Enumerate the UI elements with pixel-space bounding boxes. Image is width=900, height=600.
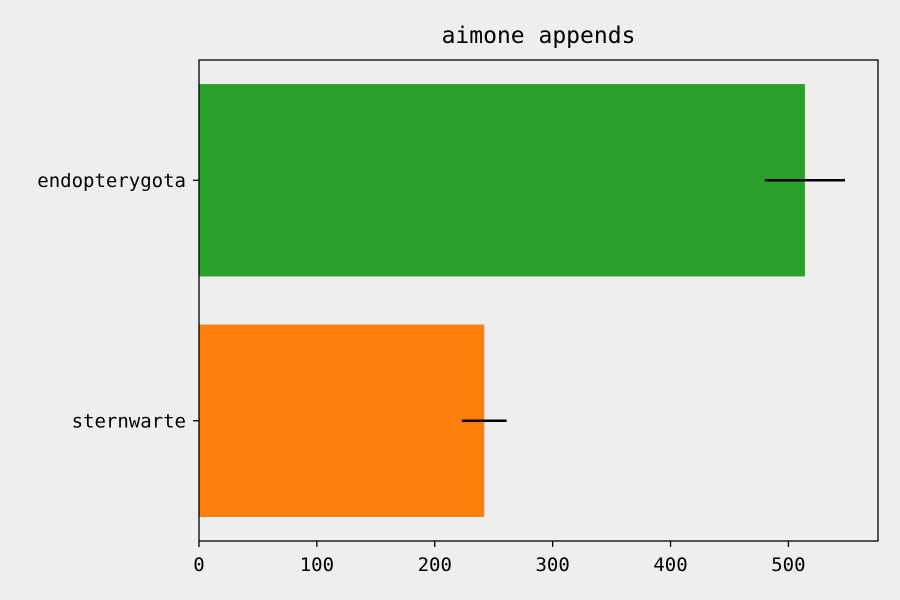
y-tick-label: endopterygota [37, 170, 186, 192]
x-tick-label: 200 [418, 554, 452, 576]
plot-frame [198, 59, 879, 542]
x-tick-label: 300 [535, 554, 569, 576]
x-tick-label: 400 [653, 554, 687, 576]
x-tick-label: 0 [193, 554, 204, 576]
chart-title: aimone appends [442, 23, 636, 49]
y-tick-label: sternwarte [72, 410, 186, 432]
plot-area: 0 100 200 300 400 500 sternwarte endopterygota [37, 59, 879, 576]
x-tick-label: 100 [300, 554, 334, 576]
bar-sternwarte [199, 324, 485, 517]
bar-endopterygota [199, 84, 805, 277]
x-tick-label: 500 [771, 554, 805, 576]
